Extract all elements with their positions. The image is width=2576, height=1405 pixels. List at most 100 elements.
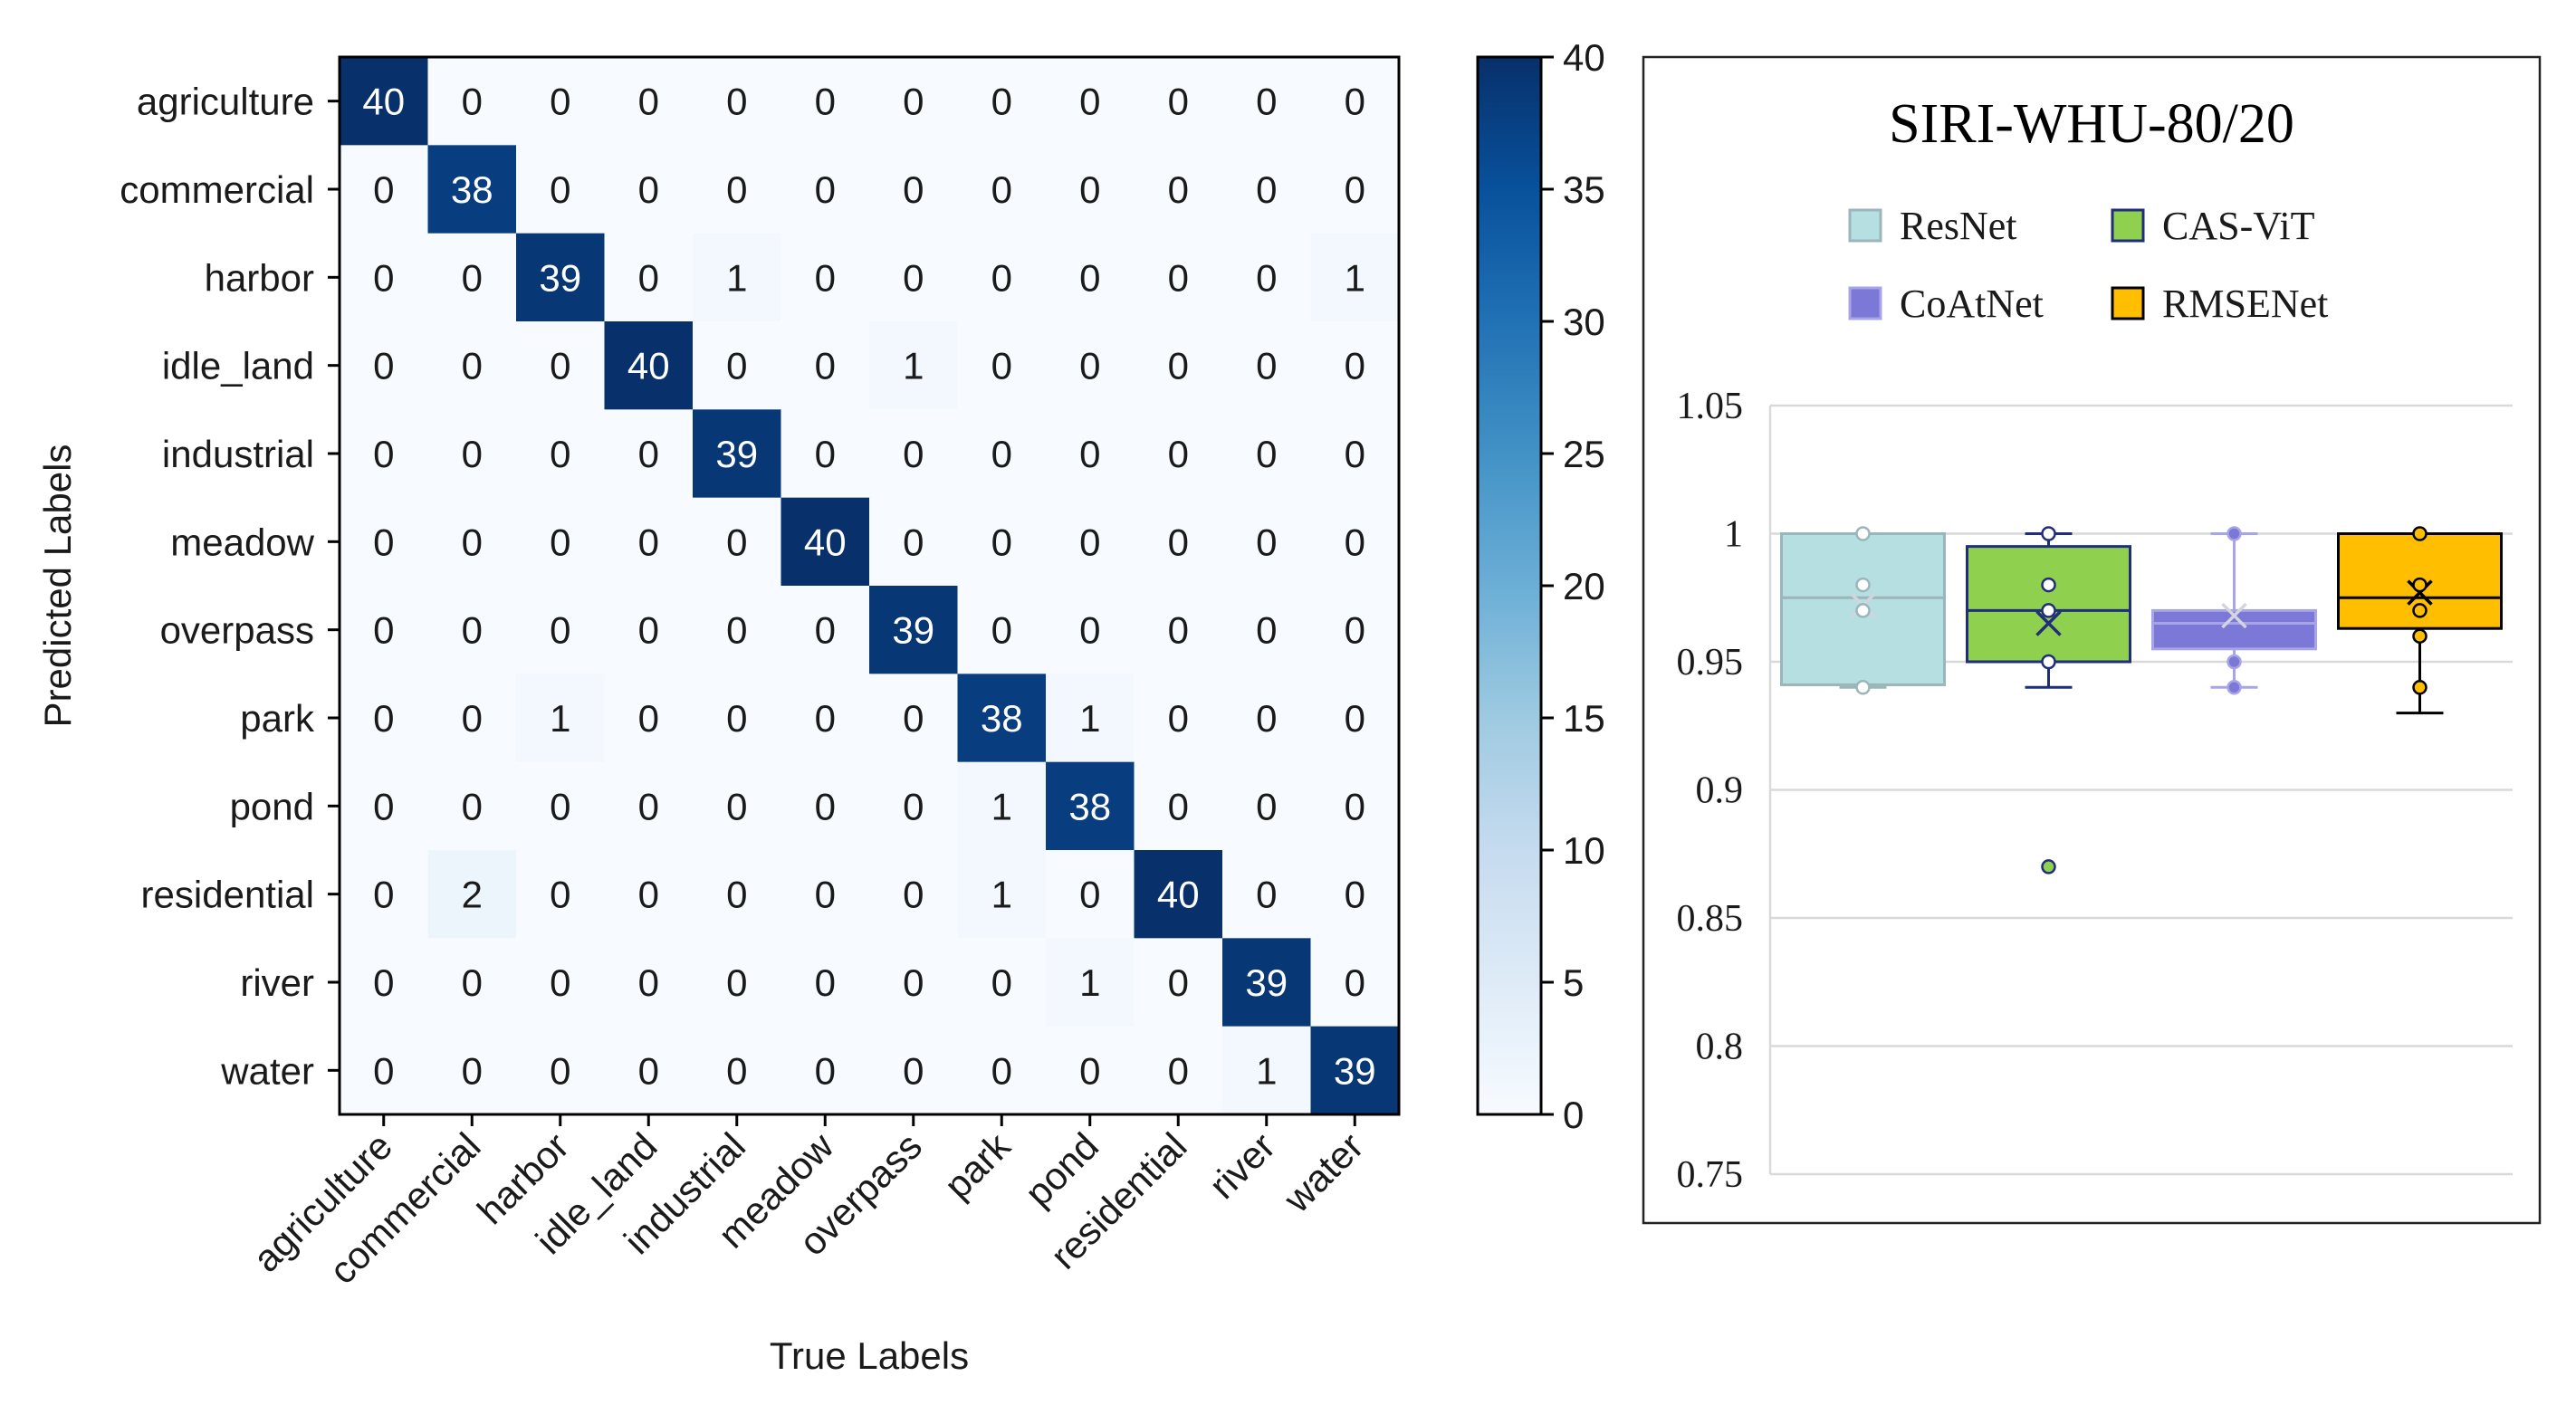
heatmap-cell (693, 233, 782, 322)
heatmap-cell (340, 586, 429, 674)
cell-value: 1 (1079, 961, 1100, 1004)
heatmap-cell (780, 233, 870, 322)
heatmap-cell (869, 409, 959, 499)
cell-value: 0 (991, 961, 1012, 1004)
cell-value: 0 (1168, 433, 1189, 475)
heatmap-cell (1046, 674, 1135, 763)
cell-value: 0 (373, 961, 394, 1004)
heatmap-cell (1310, 233, 1400, 322)
heatmap-cell (869, 761, 959, 851)
y-tick-label: agriculture (137, 81, 314, 123)
heatmap-cell (957, 233, 1047, 322)
y-tick-label: harbor (205, 256, 314, 299)
heatmap-cell (1222, 674, 1312, 763)
cell-value: 38 (1068, 785, 1111, 827)
heatmap-cell (1046, 761, 1135, 851)
heatmap-cell (604, 321, 694, 410)
boxplot-y-tick-labels: 0.75 0.8 0.85 0.9 0.95 1 1.05 (1677, 386, 1744, 1196)
heatmap-cell (869, 674, 959, 763)
heatmap-cell (1222, 409, 1312, 499)
heatmap-cell (516, 145, 606, 234)
data-point (2226, 526, 2242, 541)
heatmap-cell (1222, 145, 1312, 234)
colorbar-tick-label: 5 (1563, 961, 1584, 1004)
heatmap-cell (780, 850, 870, 939)
data-point (2412, 628, 2428, 644)
colorbar-tick-label: 25 (1563, 433, 1605, 475)
y-tick-label: 0.85 (1677, 898, 1744, 940)
cell-value: 0 (550, 609, 570, 652)
cell-value: 0 (903, 1049, 924, 1092)
heatmap-cell (516, 674, 606, 763)
x-tick-label: river (1201, 1124, 1283, 1207)
cell-value: 0 (991, 1049, 1012, 1092)
heatmap-cell (1134, 850, 1223, 939)
heatmap-cell (780, 409, 870, 499)
heatmap-cell (340, 497, 429, 587)
cell-value: 0 (550, 785, 570, 827)
cell-value: 0 (1168, 521, 1189, 563)
y-tick-label: park (240, 697, 315, 740)
cell-value: 0 (462, 697, 483, 740)
cell-value: 0 (550, 874, 570, 916)
cell-value: 0 (1256, 256, 1277, 299)
cell-value: 0 (1079, 433, 1100, 475)
cell-value: 1 (991, 785, 1012, 827)
heatmap-cell (957, 674, 1047, 763)
cell-value: 0 (815, 785, 836, 827)
cell-value: 1 (726, 256, 747, 299)
heatmap-cell (1310, 674, 1400, 763)
cell-value: 0 (1256, 785, 1277, 827)
heatmap-cell (780, 57, 870, 146)
y-tick-label: meadow (170, 521, 314, 563)
data-point (1855, 526, 1871, 541)
heatmap-cell (1046, 850, 1135, 939)
heatmap-cell (693, 586, 782, 674)
cell-value: 0 (1168, 785, 1189, 827)
outlier-point (2041, 859, 2056, 875)
x-tick-labels: agriculturecommercialharboridle_landindu… (244, 1114, 1372, 1292)
heatmap-cell (604, 850, 694, 939)
colorbar-tick-label: 15 (1563, 697, 1605, 740)
heatmap-cell (693, 409, 782, 499)
cell-value: 0 (550, 521, 570, 563)
heatmap-cell (1222, 321, 1312, 410)
heatmap-cell (957, 850, 1047, 939)
heatmap-cell (427, 850, 517, 939)
cell-value: 0 (638, 1049, 659, 1092)
heatmap-cell (1310, 57, 1400, 146)
cell-value: 0 (638, 697, 659, 740)
heatmap-cell (869, 321, 959, 410)
cell-value: 0 (462, 1049, 483, 1092)
cell-value: 0 (1256, 345, 1277, 387)
cell-value: 0 (903, 961, 924, 1004)
cell-value: 38 (451, 168, 493, 211)
cell-value: 0 (726, 1049, 747, 1092)
cell-value: 0 (903, 168, 924, 211)
cell-value: 0 (1168, 1049, 1189, 1092)
heatmap-cell (693, 57, 782, 146)
cell-value: 0 (815, 168, 836, 211)
cell-value: 0 (1256, 433, 1277, 475)
legend-label: CAS-ViT (2162, 204, 2315, 248)
heatmap-cell (427, 497, 517, 587)
cell-value: 0 (638, 168, 659, 211)
heatmap-cell (1134, 497, 1223, 587)
y-tick-label: 1 (1724, 514, 1743, 556)
cell-value: 0 (550, 168, 570, 211)
cell-value: 0 (373, 433, 394, 475)
cell-value: 1 (550, 697, 570, 740)
heatmap-cell (1310, 938, 1400, 1027)
cell-value: 0 (462, 345, 483, 387)
heatmap-cell (516, 409, 606, 499)
cell-value: 39 (1245, 961, 1288, 1004)
data-point (2412, 526, 2428, 541)
heatmap-cell (604, 586, 694, 674)
cell-value: 0 (991, 345, 1012, 387)
heatmap-cell (1046, 938, 1135, 1027)
heatmap-cell (427, 57, 517, 146)
cell-value: 0 (638, 81, 659, 123)
cell-value: 0 (1168, 168, 1189, 211)
cell-value: 0 (550, 345, 570, 387)
heatmap-cell (516, 497, 606, 587)
